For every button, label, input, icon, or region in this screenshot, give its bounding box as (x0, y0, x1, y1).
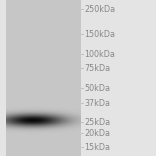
Text: 20kDa: 20kDa (84, 129, 110, 138)
Text: 37kDa: 37kDa (84, 99, 110, 108)
Bar (6, 2, 81, 154)
Text: 150kDa: 150kDa (84, 30, 115, 39)
Text: 250kDa: 250kDa (84, 5, 115, 14)
Text: 15kDa: 15kDa (84, 143, 110, 152)
Text: 50kDa: 50kDa (84, 84, 110, 93)
Text: 75kDa: 75kDa (84, 64, 110, 73)
Text: 25kDa: 25kDa (84, 118, 110, 127)
Text: 100kDa: 100kDa (84, 50, 115, 59)
